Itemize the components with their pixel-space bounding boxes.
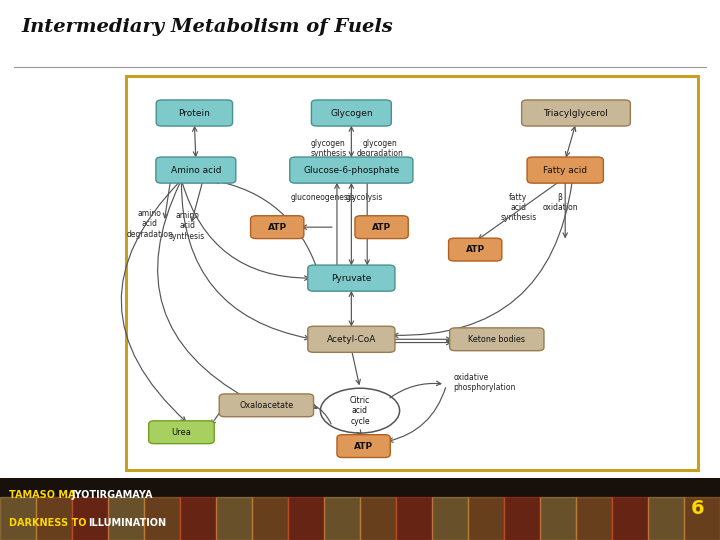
Bar [396, 497, 432, 540]
FancyBboxPatch shape [148, 421, 215, 444]
Bar [108, 497, 144, 540]
Bar [180, 497, 216, 540]
Text: glycolysis: glycolysis [346, 192, 383, 201]
Text: Glycogen: Glycogen [330, 109, 373, 118]
Bar [432, 497, 468, 540]
Text: glycogen
synthesis: glycogen synthesis [310, 139, 346, 158]
Text: ATP: ATP [466, 245, 485, 254]
Text: Urea: Urea [171, 428, 192, 437]
Bar [324, 497, 360, 540]
Text: JYOTIRGAMAYA: JYOTIRGAMAYA [72, 490, 153, 500]
Bar [504, 497, 540, 540]
Bar [648, 497, 684, 540]
FancyBboxPatch shape [311, 100, 392, 126]
Text: amino
acid
synthesis: amino acid synthesis [169, 211, 205, 241]
FancyBboxPatch shape [521, 100, 631, 126]
Text: ATP: ATP [354, 442, 373, 450]
FancyBboxPatch shape [337, 435, 390, 457]
Bar [540, 497, 576, 540]
Text: oxidative
phosphorylation: oxidative phosphorylation [454, 373, 516, 392]
Text: Oxaloacetate: Oxaloacetate [239, 401, 294, 410]
Text: β
oxidation: β oxidation [542, 192, 578, 212]
Bar [36, 497, 72, 540]
Bar [288, 497, 324, 540]
FancyBboxPatch shape [251, 216, 304, 239]
Text: Protein: Protein [179, 109, 210, 118]
Text: ILLUMINATION: ILLUMINATION [88, 518, 166, 528]
Text: Acetyl-CoA: Acetyl-CoA [327, 335, 376, 344]
Bar [684, 497, 720, 540]
Text: amino
acid
degradation: amino acid degradation [126, 209, 174, 239]
Bar [468, 497, 504, 540]
Text: Triacylglycerol: Triacylglycerol [544, 109, 608, 118]
FancyBboxPatch shape [527, 157, 603, 183]
Bar [576, 497, 612, 540]
Text: Fatty acid: Fatty acid [543, 166, 588, 174]
FancyBboxPatch shape [156, 157, 236, 183]
Text: Glucose-6-phosphate: Glucose-6-phosphate [303, 166, 400, 174]
Bar [216, 497, 252, 540]
Bar [360, 497, 396, 540]
Text: fatty
acid
synthesis: fatty acid synthesis [500, 192, 536, 222]
FancyBboxPatch shape [289, 157, 413, 183]
Text: gluconeogenesis: gluconeogenesis [290, 192, 355, 201]
Text: Ketone bodies: Ketone bodies [468, 335, 526, 344]
Text: ATP: ATP [268, 222, 287, 232]
Text: 6: 6 [690, 500, 704, 518]
FancyBboxPatch shape [126, 76, 698, 470]
FancyBboxPatch shape [449, 328, 544, 350]
Bar [72, 497, 108, 540]
Text: DARKNESS TO: DARKNESS TO [9, 518, 89, 528]
FancyBboxPatch shape [308, 265, 395, 291]
FancyBboxPatch shape [449, 238, 502, 261]
Text: Citric
acid
cycle: Citric acid cycle [350, 396, 370, 426]
FancyBboxPatch shape [220, 394, 314, 417]
Text: Intermediary Metabolism of Fuels: Intermediary Metabolism of Fuels [22, 17, 393, 36]
Text: Pyruvate: Pyruvate [331, 274, 372, 282]
FancyBboxPatch shape [355, 216, 408, 239]
FancyBboxPatch shape [156, 100, 233, 126]
Text: Amino acid: Amino acid [171, 166, 221, 174]
FancyBboxPatch shape [308, 326, 395, 352]
Text: TAMASO MA: TAMASO MA [9, 490, 78, 500]
Bar [612, 497, 648, 540]
Bar [144, 497, 180, 540]
Text: ATP: ATP [372, 222, 391, 232]
Text: glycogen
degradation: glycogen degradation [356, 139, 404, 158]
Bar [0, 497, 36, 540]
Bar [252, 497, 288, 540]
